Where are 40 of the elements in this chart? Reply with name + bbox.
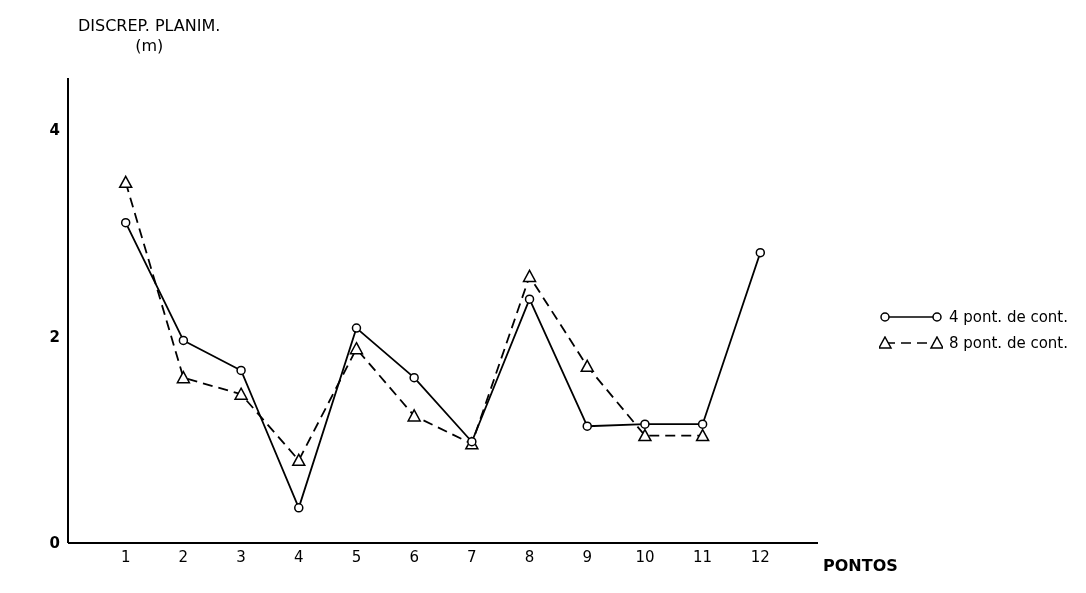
point [294, 503, 304, 513]
point [409, 372, 419, 383]
point [236, 365, 246, 376]
point [178, 335, 189, 346]
x-tick-label: 3 [236, 547, 246, 566]
x-tick-label: 7 [467, 547, 477, 566]
point [407, 409, 421, 422]
point [292, 453, 306, 467]
point [522, 269, 537, 283]
x-tick-label: 11 [693, 547, 713, 566]
point [640, 419, 650, 429]
x-axis-title: PONTOS [823, 556, 898, 575]
y-axis-title: DISCREP. PLANIM. (m) [78, 16, 221, 56]
legend-label: 8 pont. de cont. [948, 334, 1068, 352]
x-tick-label: 1 [120, 547, 131, 566]
point [582, 421, 592, 431]
point [638, 428, 652, 442]
point [234, 387, 248, 400]
point [755, 247, 766, 258]
y-tick-label: 0 [49, 534, 60, 553]
point [351, 323, 362, 333]
point [349, 341, 364, 355]
point [118, 175, 133, 189]
point [697, 419, 708, 429]
x-tick-label: 9 [582, 547, 592, 566]
x-tick-label: 4 [294, 547, 304, 566]
legend-label: 4 pont. de cont. [948, 308, 1068, 326]
y-tick-label: 2 [49, 327, 60, 346]
y-tick-label: 4 [49, 120, 60, 139]
x-tick-label: 12 [750, 547, 770, 566]
x-tick-label: 6 [409, 547, 419, 566]
point [120, 217, 131, 228]
x-tick-label: 5 [351, 547, 362, 566]
x-tick-label: 8 [524, 547, 535, 566]
point [695, 428, 710, 442]
point [580, 359, 594, 373]
point [524, 294, 535, 304]
point [176, 370, 191, 384]
x-tick-label: 2 [178, 547, 189, 566]
x-tick-label: 10 [635, 547, 655, 566]
